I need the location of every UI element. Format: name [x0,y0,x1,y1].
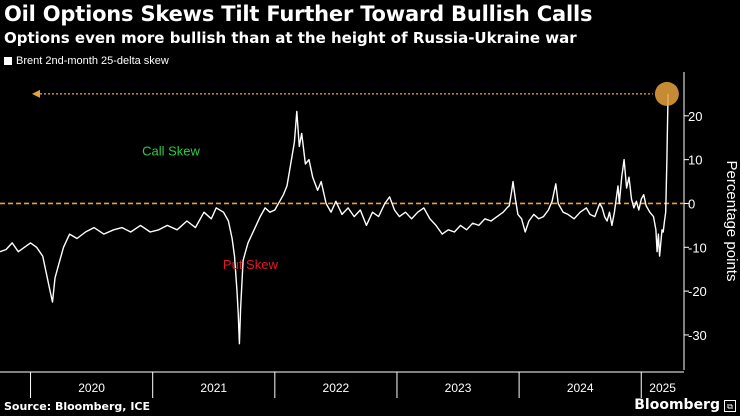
highlight-arrowhead [32,89,40,98]
annotation-label: Put Skew [223,257,279,272]
y-axis-label: Percentage points [723,161,740,282]
x-tick-label: 2023 [445,381,472,395]
highlight-circle [654,81,679,106]
y-tick-label: -20 [688,284,707,299]
annotation-label: Call Skew [142,143,200,158]
x-tick-label: 2020 [78,381,105,395]
y-tick-label: 10 [688,153,702,168]
y-tick-label: 20 [688,109,702,124]
y-tick-label: -10 [688,240,707,255]
legend-swatch [4,57,12,65]
x-tick-label: 2024 [567,381,594,395]
bloomberg-logo: Bloomberg [634,397,720,413]
x-tick-label: 2021 [200,381,227,395]
x-tick-label: 2025 [649,381,676,395]
y-tick-label: 0 [688,196,695,211]
bloomberg-terminal-icon: ⧉ [724,400,736,412]
series-line [0,93,669,345]
chart-title: Oil Options Skews Tilt Further Toward Bu… [4,2,593,26]
legend-label: Brent 2nd-month 25-delta skew [16,55,169,67]
source-note: Source: Bloomberg, ICE [4,400,150,413]
chart-subtitle: Options even more bullish than at the he… [4,29,577,47]
legend: Brent 2nd-month 25-delta skew [4,55,169,67]
x-tick-label: 2022 [323,381,350,395]
y-tick-label: -30 [688,328,707,343]
